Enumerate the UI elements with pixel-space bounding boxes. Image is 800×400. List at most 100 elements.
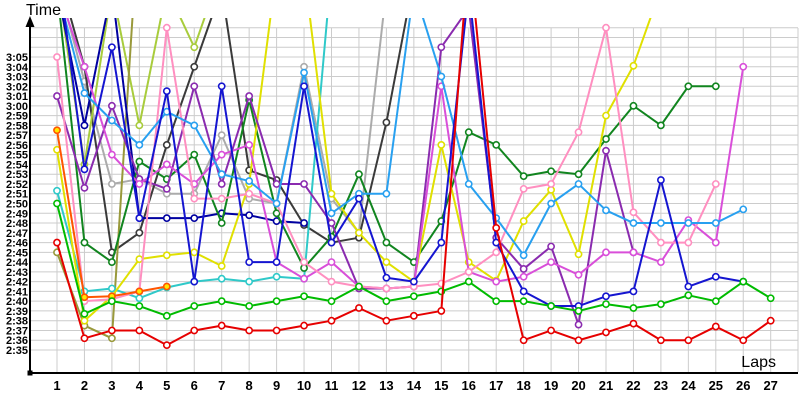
data-point <box>245 211 254 220</box>
y-tick-label: 2:46 <box>6 238 28 250</box>
x-tick-label: 15 <box>434 378 448 393</box>
y-tick-label: 2:58 <box>6 120 28 132</box>
data-point <box>519 336 528 345</box>
data-point <box>327 238 336 247</box>
data-point <box>135 180 144 188</box>
data-point <box>711 82 720 91</box>
data-point <box>217 150 226 159</box>
data-point <box>80 183 89 192</box>
data-point <box>108 150 116 159</box>
y-tick-label: 3:01 <box>6 91 28 103</box>
data-point <box>300 258 308 266</box>
data-point <box>629 208 638 217</box>
y-tick-label: 2:51 <box>6 189 28 201</box>
data-point <box>464 180 473 188</box>
data-point <box>711 219 720 227</box>
y-tick-label: 2:47 <box>6 228 28 240</box>
data-point <box>602 300 610 308</box>
data-point <box>300 292 308 301</box>
data-point <box>80 316 89 325</box>
data-point <box>300 274 308 283</box>
data-point <box>602 328 610 337</box>
data-point <box>327 316 336 325</box>
data-point <box>684 291 693 300</box>
data-point <box>300 219 308 227</box>
y-tick-label: 2:49 <box>6 208 28 220</box>
data-point <box>437 307 446 315</box>
data-point <box>711 238 720 247</box>
data-point <box>300 68 308 77</box>
y-tick-label: 2:43 <box>6 267 28 279</box>
data-point <box>547 180 555 188</box>
x-tick-label: 23 <box>654 378 668 393</box>
y-tick-label: 3:00 <box>6 101 28 113</box>
x-tick-label: 9 <box>273 378 280 393</box>
data-point <box>217 131 226 140</box>
data-point <box>135 140 144 149</box>
data-point <box>245 277 254 286</box>
y-tick-label: 2:52 <box>6 179 28 191</box>
data-point <box>217 180 226 188</box>
x-axis-tick-labels: 1 2 3 4 5 6 7 8 9 10 11 12 13 14 15 16 17 18 19 20 21 22 23 24 2… <box>53 378 778 393</box>
y-tick-label: 2:54 <box>6 159 29 171</box>
x-tick-label: 13 <box>379 378 393 393</box>
data-point <box>162 23 171 32</box>
data-point <box>108 284 116 293</box>
data-point <box>409 311 418 320</box>
data-point <box>162 282 171 291</box>
x-tick-label: 6 <box>191 378 198 393</box>
data-point <box>684 219 693 227</box>
data-point <box>80 165 89 174</box>
data-point <box>711 272 720 281</box>
data-point <box>355 304 363 312</box>
data-point <box>355 282 363 291</box>
y-tick-label: 3:02 <box>6 81 28 93</box>
data-point <box>327 189 336 198</box>
data-point <box>629 319 638 328</box>
data-point <box>519 287 528 296</box>
y-tick-label: 2:36 <box>6 335 28 347</box>
data-point <box>80 89 89 98</box>
data-point <box>135 228 144 237</box>
x-tick-label: 21 <box>599 378 613 393</box>
y-tick-label: 2:59 <box>6 111 28 123</box>
data-point <box>657 121 665 130</box>
data-point <box>766 316 775 325</box>
data-point <box>382 189 391 198</box>
data-point <box>657 176 665 184</box>
data-point <box>739 62 748 71</box>
data-point <box>574 180 583 188</box>
y-tick-label: 2:38 <box>6 316 28 328</box>
data-point <box>629 101 638 110</box>
data-point <box>409 277 418 286</box>
data-point <box>739 336 748 345</box>
data-point <box>217 194 226 203</box>
y-tick-label: 2:55 <box>6 150 28 162</box>
data-point <box>190 277 199 286</box>
data-point <box>574 250 583 259</box>
data-point <box>135 157 144 166</box>
data-point <box>300 321 308 330</box>
data-point <box>711 297 720 306</box>
data-point <box>190 248 199 257</box>
data-point <box>190 43 199 52</box>
data-point <box>684 238 693 247</box>
data-point <box>602 248 610 257</box>
data-point <box>657 238 665 247</box>
data-point <box>629 61 638 70</box>
data-point <box>217 170 226 179</box>
data-point <box>108 180 116 188</box>
data-point <box>190 150 199 159</box>
data-point <box>657 219 665 227</box>
data-point <box>382 238 391 247</box>
y-tick-label: 2:44 <box>6 257 29 269</box>
data-point <box>135 214 144 223</box>
data-point <box>437 43 446 52</box>
data-point <box>492 277 501 286</box>
x-tick-label: 25 <box>709 378 723 393</box>
data-point <box>629 304 638 312</box>
data-point <box>437 140 446 149</box>
data-point <box>108 116 116 125</box>
